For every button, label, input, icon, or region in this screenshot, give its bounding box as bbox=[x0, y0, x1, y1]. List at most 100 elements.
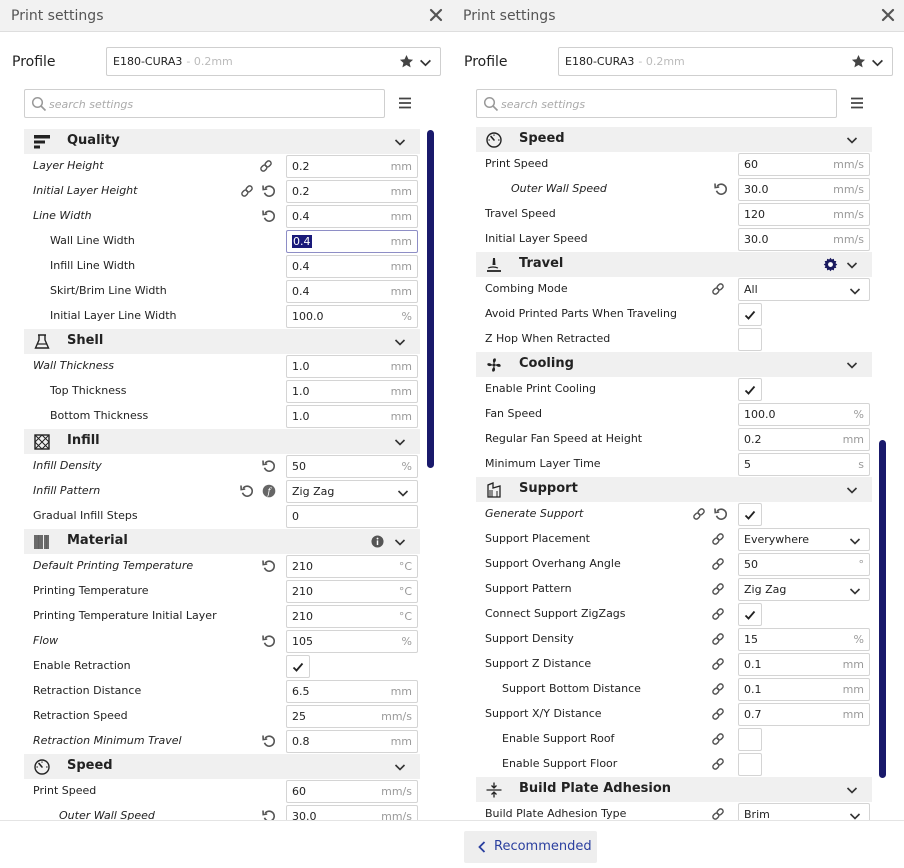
section-header-quality[interactable]: Quality bbox=[24, 129, 420, 154]
initial-layer-line-width-field[interactable]: 100.0% bbox=[286, 305, 418, 328]
reset-icon[interactable] bbox=[714, 507, 728, 521]
reset-icon[interactable] bbox=[240, 484, 254, 498]
link-icon[interactable] bbox=[711, 282, 725, 296]
wall-line-width-field[interactable]: 0.4 mm bbox=[286, 230, 418, 253]
reset-icon[interactable] bbox=[262, 209, 276, 223]
bottom-thickness-field[interactable]: 1.0 mm bbox=[286, 405, 418, 428]
generate-support-checkbox[interactable] bbox=[738, 503, 762, 526]
fan-speed-field[interactable]: 100.0% bbox=[738, 403, 870, 426]
link-icon[interactable] bbox=[259, 159, 273, 173]
section-header-travel[interactable]: Travel bbox=[476, 252, 872, 277]
section-header-cooling[interactable]: Cooling bbox=[476, 352, 872, 377]
link-icon[interactable] bbox=[240, 184, 254, 198]
setting-row-avoid-printed-parts-when-traveling: Avoid Printed Parts When Traveling bbox=[476, 302, 872, 327]
gradual-infill-steps-field[interactable]: 0 bbox=[286, 505, 418, 528]
support-placement-select[interactable]: Everywhere bbox=[738, 528, 870, 551]
reset-icon[interactable] bbox=[262, 459, 276, 473]
enable-support-floor-checkbox[interactable] bbox=[738, 753, 762, 776]
material-icon bbox=[33, 533, 51, 551]
support-x-y-distance-field[interactable]: 0.7 mm bbox=[738, 703, 870, 726]
section-header-speed[interactable]: Speed bbox=[24, 754, 420, 779]
travel-speed-field[interactable]: 120 mm/s bbox=[738, 203, 870, 226]
settings-menu-icon[interactable] bbox=[850, 96, 864, 110]
section-header-support[interactable]: Support bbox=[476, 477, 872, 502]
search-input[interactable] bbox=[501, 94, 831, 114]
link-icon[interactable] bbox=[692, 507, 706, 521]
link-icon[interactable] bbox=[711, 582, 725, 596]
initial-layer-speed-field[interactable]: 30.0 mm/s bbox=[738, 228, 870, 251]
reset-icon[interactable] bbox=[262, 634, 276, 648]
link-icon[interactable] bbox=[711, 682, 725, 696]
build-plate-adhesion-type-select[interactable]: Brim bbox=[738, 803, 870, 820]
enable-retraction-checkbox[interactable] bbox=[286, 655, 310, 678]
field-unit: mm bbox=[842, 433, 864, 446]
wall-thickness-field[interactable]: 1.0 mm bbox=[286, 355, 418, 378]
support-pattern-select[interactable]: Zig Zag bbox=[738, 578, 870, 601]
flow-field[interactable]: 105% bbox=[286, 630, 418, 653]
link-icon[interactable] bbox=[711, 807, 725, 820]
close-icon[interactable] bbox=[428, 7, 444, 23]
gear-icon[interactable] bbox=[823, 257, 838, 272]
connect-support-zigzags-checkbox[interactable] bbox=[738, 603, 762, 626]
infill-density-field[interactable]: 50% bbox=[286, 455, 418, 478]
link-icon[interactable] bbox=[711, 632, 725, 646]
reset-icon[interactable] bbox=[262, 809, 276, 820]
scrollbar[interactable] bbox=[879, 440, 886, 778]
outer-wall-speed-field[interactable]: 30.0 mm/s bbox=[738, 178, 870, 201]
infill-line-width-field[interactable]: 0.4 mm bbox=[286, 255, 418, 278]
settings-menu-icon[interactable] bbox=[398, 96, 412, 110]
reset-icon[interactable] bbox=[262, 734, 276, 748]
initial-layer-height-field[interactable]: 0.2 mm bbox=[286, 180, 418, 203]
reset-icon[interactable] bbox=[262, 559, 276, 573]
retraction-speed-field[interactable]: 25 mm/s bbox=[286, 705, 418, 728]
top-thickness-field[interactable]: 1.0 mm bbox=[286, 380, 418, 403]
infill-pattern-select[interactable]: Zig Zag bbox=[286, 480, 418, 503]
profile-select[interactable]: E180-CURA3- 0.2mm bbox=[558, 47, 893, 76]
line-width-field[interactable]: 0.4 mm bbox=[286, 205, 418, 228]
regular-fan-speed-at-height-field[interactable]: 0.2 mm bbox=[738, 428, 870, 451]
retraction-distance-field[interactable]: 6.5 mm bbox=[286, 680, 418, 703]
outer-wall-speed-field[interactable]: 30.0 mm/s bbox=[286, 805, 418, 820]
link-icon[interactable] bbox=[711, 607, 725, 621]
avoid-printed-parts-when-traveling-checkbox[interactable] bbox=[738, 303, 762, 326]
print-speed-field[interactable]: 60 mm/s bbox=[738, 153, 870, 176]
link-icon[interactable] bbox=[711, 732, 725, 746]
section-header-material[interactable]: Material bbox=[24, 529, 420, 554]
recommended-button[interactable]: Recommended bbox=[464, 831, 597, 863]
link-icon[interactable] bbox=[711, 757, 725, 771]
default-printing-temperature-field[interactable]: 210 °C bbox=[286, 555, 418, 578]
support-z-distance-field[interactable]: 0.1 mm bbox=[738, 653, 870, 676]
z-hop-when-retracted-checkbox[interactable] bbox=[738, 328, 762, 351]
close-icon[interactable] bbox=[880, 7, 896, 23]
retraction-minimum-travel-field[interactable]: 0.8 mm bbox=[286, 730, 418, 753]
section-header-speed[interactable]: Speed bbox=[476, 127, 872, 152]
support-density-field[interactable]: 15% bbox=[738, 628, 870, 651]
printing-temperature-initial-layer-field[interactable]: 210 °C bbox=[286, 605, 418, 628]
combing-mode-select[interactable]: All bbox=[738, 278, 870, 301]
printing-temperature-field[interactable]: 210 °C bbox=[286, 580, 418, 603]
section-header-build-plate-adhesion[interactable]: Build Plate Adhesion bbox=[476, 777, 872, 802]
scrollbar[interactable] bbox=[427, 130, 434, 468]
reset-icon[interactable] bbox=[714, 182, 728, 196]
star-icon[interactable] bbox=[399, 54, 414, 69]
star-icon[interactable] bbox=[851, 54, 866, 69]
link-icon[interactable] bbox=[711, 557, 725, 571]
support-bottom-distance-field[interactable]: 0.1 mm bbox=[738, 678, 870, 701]
enable-support-roof-checkbox[interactable] bbox=[738, 728, 762, 751]
function-icon[interactable]: f bbox=[262, 484, 276, 498]
info-icon[interactable] bbox=[371, 535, 384, 548]
skirt-brim-line-width-field[interactable]: 0.4 mm bbox=[286, 280, 418, 303]
link-icon[interactable] bbox=[711, 707, 725, 721]
section-header-infill[interactable]: Infill bbox=[24, 429, 420, 454]
print-speed-field[interactable]: 60 mm/s bbox=[286, 780, 418, 803]
enable-print-cooling-checkbox[interactable] bbox=[738, 378, 762, 401]
support-overhang-angle-field[interactable]: 50 ° bbox=[738, 553, 870, 576]
section-header-shell[interactable]: Shell bbox=[24, 329, 420, 354]
reset-icon[interactable] bbox=[262, 184, 276, 198]
link-icon[interactable] bbox=[711, 657, 725, 671]
link-icon[interactable] bbox=[711, 532, 725, 546]
layer-height-field[interactable]: 0.2 mm bbox=[286, 155, 418, 178]
profile-select[interactable]: E180-CURA3- 0.2mm bbox=[106, 47, 441, 76]
search-input[interactable] bbox=[49, 94, 379, 114]
